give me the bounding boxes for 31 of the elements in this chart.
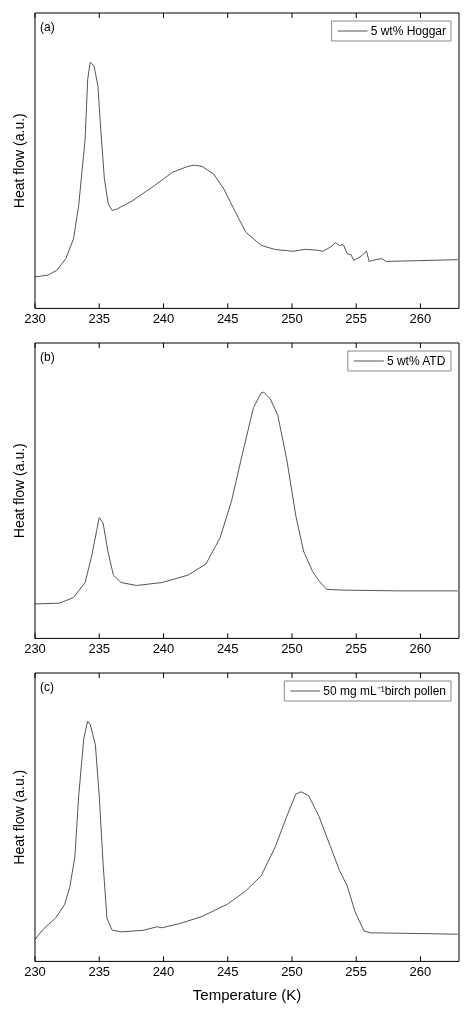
x-tick-label: 260 — [409, 310, 432, 326]
x-tick-label: 235 — [88, 640, 111, 656]
x-tick-label: 245 — [216, 640, 239, 656]
x-tick-label: 250 — [281, 963, 303, 979]
x-tick-label: 230 — [24, 963, 46, 979]
x-tick-label: 240 — [152, 640, 175, 656]
y-axis-title: Heat flow (a.u.) — [10, 113, 27, 209]
x-tick-label: 260 — [409, 640, 432, 656]
text: (a) — [40, 20, 55, 34]
x-tick-label: 245 — [216, 310, 239, 326]
y-axis-title: Heat flow (a.u.) — [10, 443, 27, 539]
x-tick-label: 255 — [345, 640, 368, 656]
x-tick-label: 260 — [409, 963, 432, 979]
x-tick-label: 240 — [152, 310, 175, 326]
x-tick-label: 240 — [152, 963, 175, 979]
legend-label: 50 mg mL⁻¹birch pollen — [323, 684, 447, 699]
legend-label: 5 wt% ATD — [386, 354, 446, 369]
text: (b) — [40, 350, 55, 364]
y-axis-title: Heat flow (a.u.) — [10, 769, 27, 865]
x-tick-label: 250 — [281, 640, 303, 656]
x-tick-label: 255 — [345, 963, 368, 979]
x-axis-title: Temperature (K) — [192, 986, 302, 1004]
x-tick-label: 250 — [281, 310, 303, 326]
legend-label: 5 wt% Hoggar — [370, 24, 447, 39]
x-tick-label: 245 — [216, 963, 239, 979]
x-tick-label: 255 — [345, 310, 368, 326]
x-tick-label: 230 — [24, 310, 46, 326]
x-tick-label: 230 — [24, 640, 46, 656]
text: (c) — [40, 680, 54, 694]
x-tick-label: 235 — [88, 963, 111, 979]
x-tick-label: 235 — [88, 310, 111, 326]
